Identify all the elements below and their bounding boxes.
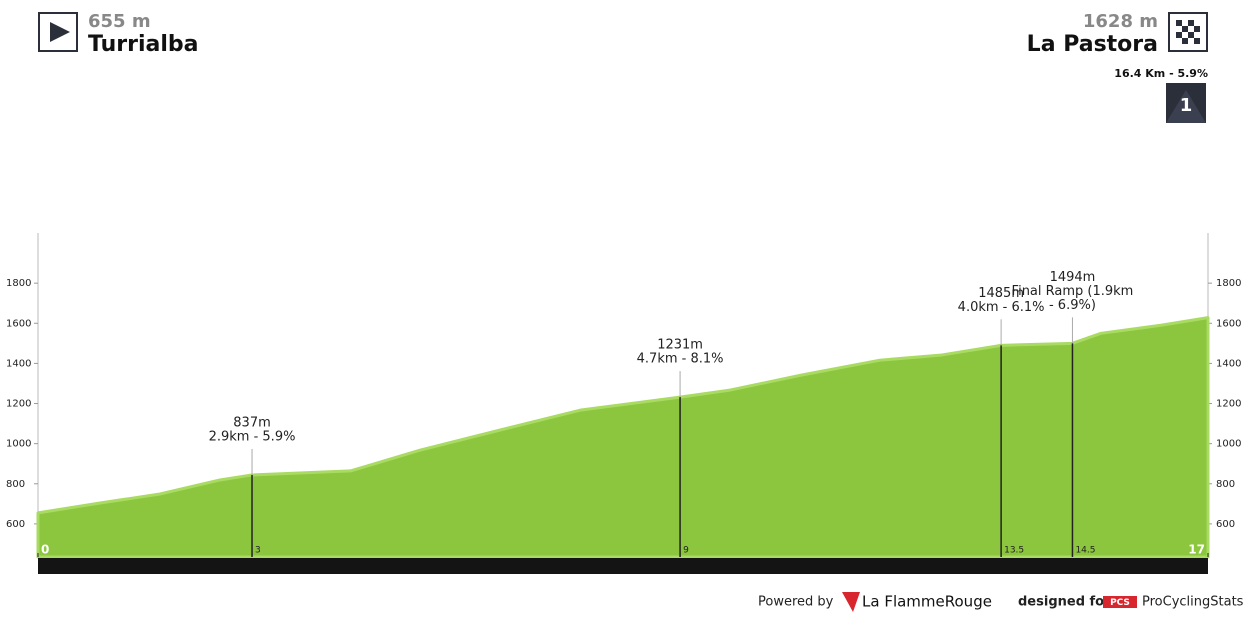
annotation-text: 1485m [978,286,1024,301]
x-tick-label: 3 [255,546,261,556]
climb-badge-mountain [1166,90,1206,123]
elevation-area [36,316,1210,559]
climb-info: 16.4 Km - 5.9% [1114,67,1208,80]
x-tick-label: 13.5 [1004,546,1024,556]
finish-flag [1176,20,1200,44]
y-tick-label: 1000 [1216,439,1241,450]
climb-rank: 1 [1180,95,1193,116]
annotation-text: 4.0km - 6.1% [958,300,1045,315]
x-tick-label: 9 [683,546,689,556]
annotation-text: - 6.9%) [1049,298,1096,313]
y-tick-label: 800 [6,479,25,490]
site-name: ProCyclingStats [1142,595,1244,610]
powered-by: Powered by [758,595,834,610]
y-tick-label: 1200 [1216,399,1241,410]
brand-logo [842,592,860,612]
y-tick-label: 600 [1216,519,1235,530]
y-tick-label: 1600 [1216,318,1241,329]
y-tick-label: 1800 [6,278,31,289]
x-tick-label: 14.5 [1075,546,1095,556]
x-tick-label: 0 [41,543,49,557]
annotation-text: 1231m [657,338,703,353]
y-tick-label: 1200 [6,399,31,410]
y-tick-label: 1000 [6,439,31,450]
y-tick-label: 1800 [1216,278,1241,289]
annotation-text: 837m [233,415,270,430]
annotation-text: 4.7km - 8.1% [637,352,724,367]
x-tick-label: 17 [1188,543,1205,557]
pcs-logo-text: PCS [1110,598,1130,608]
start-name: Turrialba [88,32,198,57]
annotation-text: Final Ramp (1.9km [1012,284,1134,299]
baseline-strip [38,558,1208,574]
y-tick-label: 1400 [1216,358,1241,369]
designed-for: designed for [1018,595,1111,610]
brand: La FlammeRouge [862,593,992,611]
start-icon-arrow [50,22,70,42]
start-icon [38,12,78,52]
y-tick-label: 1400 [6,358,31,369]
annotation-text: 2.9km - 5.9% [209,429,296,444]
finish-elevation: 1628 m [1083,11,1158,32]
annotation-text: 1494m [1050,270,1096,285]
finish-name: La Pastora [1027,32,1158,57]
y-tick-label: 1600 [6,318,31,329]
pcs-logo [1103,596,1137,608]
y-tick-label: 600 [6,519,25,530]
start-elevation: 655 m [88,11,151,32]
y-tick-label: 800 [1216,479,1235,490]
